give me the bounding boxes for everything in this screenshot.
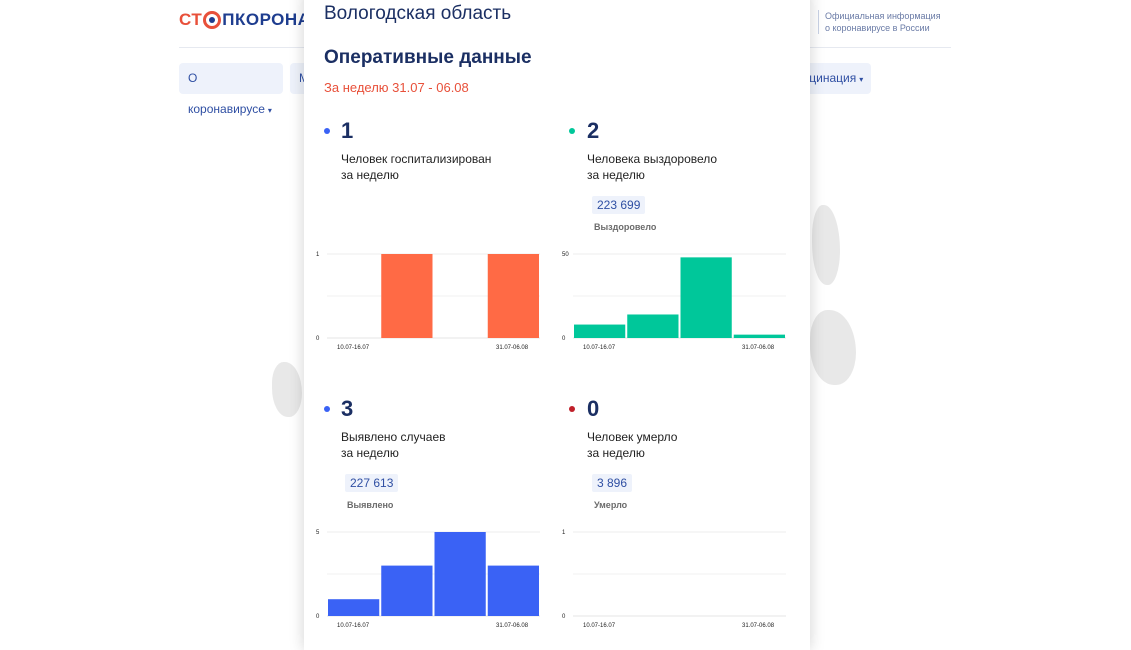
chevron-down-icon: ▾	[859, 75, 864, 84]
x-tick-label: 31.07-06.08	[742, 345, 775, 351]
deaths-total-caption: Умерло	[594, 500, 628, 510]
hospitalized-label: Человек госпитализирован за неделю	[341, 151, 541, 183]
chart-bar	[733, 334, 785, 338]
official-line-2: о коронавирусе в России	[825, 23, 930, 33]
cases-total: 227 613	[345, 474, 399, 492]
official-info: Официальная информация о коронавирусе в …	[818, 10, 955, 34]
y-tick-label: 1	[316, 252, 320, 258]
section-title: Оперативные данные	[324, 47, 532, 68]
y-tick-label: 0	[316, 614, 320, 620]
logo-text-a: СТ	[179, 10, 203, 29]
nav-about-label: О коронавирусе	[188, 71, 265, 116]
chart-bar	[680, 257, 732, 338]
map-fragment	[812, 205, 840, 285]
y-tick-label: 5	[316, 530, 320, 536]
chart-bar	[328, 599, 380, 616]
x-tick-label: 10.07-16.07	[337, 345, 370, 351]
cases-label-line1: Выявлено случаев	[341, 430, 446, 444]
hospitalized-value: 1	[341, 118, 354, 143]
cases-label-line2: за неделю	[341, 446, 399, 460]
x-tick-label: 31.07-06.08	[742, 623, 775, 629]
recovered-total-caption: Выздоровело	[594, 222, 657, 232]
deaths-label-line2: за неделю	[587, 446, 645, 460]
deaths-value: 0	[587, 396, 600, 421]
recovered-label-line2: за неделю	[587, 168, 645, 182]
hospitalized-label-line1: Человек госпитализирован	[341, 152, 492, 166]
deaths-label: Человек умерло за неделю	[587, 429, 787, 461]
x-tick-label: 31.07-06.08	[496, 345, 529, 351]
nav-vaccination-label: кцинация	[804, 71, 857, 85]
x-tick-label: 10.07-16.07	[583, 623, 616, 629]
y-tick-label: 0	[562, 336, 566, 342]
region-title: Вологодская область	[324, 3, 512, 24]
chart-bar	[574, 324, 626, 338]
cases-chart: 5 0 10.07-16.07 31.07-06.08	[316, 530, 540, 629]
chart-bar	[487, 254, 539, 338]
hospitalized-dot-icon	[324, 128, 330, 134]
recovered-total: 223 699	[592, 196, 646, 214]
recovered-value: 2	[587, 118, 600, 143]
cases-label: Выявлено случаев за неделю	[341, 429, 541, 461]
hospitalized-chart: 1 0 10.07-16.07 31.07-06.08	[316, 252, 540, 351]
recovered-dot-icon	[569, 128, 575, 134]
map-fragment	[272, 362, 302, 417]
period-label: За неделю 31.07 - 06.08	[324, 80, 469, 95]
x-tick-label: 10.07-16.07	[583, 345, 616, 351]
nav-about-coronavirus[interactable]: О коронавирусе ▾	[179, 63, 283, 116]
chart-bar	[627, 314, 679, 338]
hospitalized-label-line2: за неделю	[341, 168, 399, 182]
recovered-label-line1: Человека выздоровело	[587, 152, 718, 166]
deaths-total: 3 896	[592, 474, 633, 492]
deaths-label-line1: Человек умерло	[587, 430, 678, 444]
y-tick-label: 0	[562, 614, 566, 620]
cases-value: 3	[341, 396, 354, 421]
y-tick-label: 0	[316, 336, 320, 342]
map-fragment	[810, 310, 856, 385]
virus-icon	[203, 11, 222, 29]
chart-bar	[487, 565, 539, 616]
cases-dot-icon	[324, 406, 330, 412]
deaths-dot-icon	[569, 406, 575, 412]
x-tick-label: 31.07-06.08	[496, 623, 529, 629]
cases-total-caption: Выявлено	[347, 500, 394, 510]
chevron-down-icon: ▾	[267, 106, 272, 115]
official-line-1: Официальная информация	[825, 11, 941, 21]
chart-bar	[434, 532, 486, 616]
y-tick-label: 50	[562, 252, 569, 258]
x-tick-label: 10.07-16.07	[337, 623, 370, 629]
y-tick-label: 1	[562, 530, 566, 536]
chart-bar	[381, 565, 433, 616]
deaths-chart: 1 0 10.07-16.07 31.07-06.08	[562, 530, 786, 629]
recovered-label: Человека выздоровело за неделю	[587, 151, 787, 183]
recovered-chart: 50 0 10.07-16.07 31.07-06.08	[562, 252, 786, 351]
chart-bar	[381, 254, 433, 338]
